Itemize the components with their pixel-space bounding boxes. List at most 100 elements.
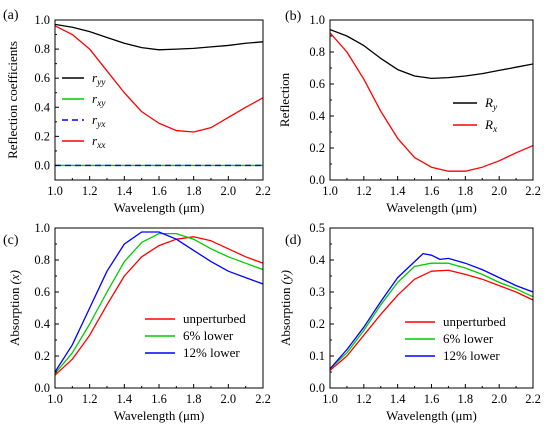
plot-frame — [329, 227, 534, 389]
x-tick-label: 1.2 — [356, 392, 372, 406]
panel-2: 1.0 1.2 1.4 1.6 1.8 2.0 2.2 0.0 0.2 0.4 0.6 0.8 1.0 W… — [277, 9, 541, 215]
x-tick-label: 1.6 — [424, 184, 440, 198]
legend: Ry Rx — [453, 95, 498, 135]
x-axis-label: Wavelength (μm) — [114, 408, 205, 423]
plot-frame — [54, 227, 264, 389]
legend: unperturbed 6% lower 12% lower — [145, 311, 246, 360]
legend-label: ryy — [92, 70, 106, 88]
x-tick-label: 1.8 — [458, 184, 474, 198]
x-tick-label: 1.2 — [82, 184, 98, 198]
y-axis-label-variable: (x) — [7, 270, 22, 284]
y-axis-label: Reflection coefficients — [5, 41, 20, 159]
y-tick-label: 1.0 — [309, 13, 325, 27]
series-line-3 — [55, 25, 263, 133]
legend-label: 12% lower — [183, 345, 240, 360]
x-tick-label: 1.0 — [322, 184, 338, 198]
x-tick-label: 2.2 — [255, 184, 271, 198]
series-line-0 — [330, 28, 533, 80]
y-tick-label: 0.8 — [34, 253, 50, 267]
y-axis-label: Absorption (y) — [278, 270, 293, 346]
x-axis-label: Wavelength (μm) — [386, 408, 477, 423]
x-axis-label: Wavelength (μm) — [114, 200, 205, 215]
legend-label-base: r — [92, 112, 98, 127]
y-tick-label: 1.0 — [34, 221, 50, 235]
legend-label-base: r — [92, 133, 98, 148]
y-tick-label: 0.4 — [34, 317, 50, 331]
x-axis-label: Wavelength (μm) — [386, 200, 477, 215]
legend-label: Rx — [484, 117, 498, 135]
x-tick-label: 1.0 — [322, 392, 338, 406]
plot-frame — [54, 19, 264, 181]
legend-label-subscript: xx — [96, 141, 106, 151]
y-tick-label: 0.3 — [309, 285, 325, 299]
panel-label: (b) — [285, 9, 302, 24]
x-tick-label: 1.6 — [424, 392, 440, 406]
x-tick-label: 1.4 — [117, 392, 133, 406]
legend-label: rxx — [92, 133, 106, 151]
y-tick-label: 0.4 — [309, 253, 325, 267]
panel-4: 1.0 1.2 1.4 1.6 1.8 2.0 2.2 0.0 0.1 0.2 0.3 0.4 0.5 W… — [278, 221, 541, 423]
legend-label: unperturbed — [183, 311, 246, 326]
panel-label: (a) — [3, 8, 19, 23]
series-line-1 — [330, 32, 533, 172]
legend-label: 12% lower — [443, 348, 500, 363]
series-line-1 — [330, 262, 533, 370]
y-tick-label: 0.2 — [309, 141, 325, 155]
y-tick-label: 0.8 — [34, 42, 50, 56]
y-axis-label-variable: (y) — [278, 270, 293, 284]
y-tick-label: 0.6 — [309, 77, 325, 91]
y-axis-label: Absorption (x) — [7, 270, 22, 346]
series-line-0 — [330, 269, 533, 371]
legend-label-base: R — [484, 95, 493, 110]
y-axis-label: Reflection — [277, 72, 292, 127]
y-tick-label: 0.5 — [309, 221, 325, 235]
legend-label-subscript: y — [492, 103, 498, 113]
x-tick-label: 1.2 — [82, 392, 98, 406]
legend-label-subscript: xy — [96, 99, 106, 109]
y-tick-label: 0.1 — [309, 349, 325, 363]
legend-label: unperturbed — [443, 314, 506, 329]
legend-label-base: R — [484, 117, 493, 132]
legend-label: ryx — [92, 112, 106, 130]
x-tick-label: 1.8 — [458, 392, 474, 406]
x-tick-label: 1.0 — [47, 184, 63, 198]
x-tick-label: 2.0 — [221, 184, 237, 198]
y-tick-label: 0.6 — [34, 285, 50, 299]
series-line-0 — [55, 23, 263, 51]
panel-3: 1.0 1.2 1.4 1.6 1.8 2.0 2.2 0.0 0.2 0.4 0.6 0.8 1.0 W… — [3, 221, 271, 423]
x-tick-label: 2.0 — [491, 392, 507, 406]
y-axis-label-text: Reflection coefficients — [5, 41, 20, 159]
y-tick-label: 0.2 — [309, 317, 325, 331]
x-tick-label: 1.0 — [47, 392, 63, 406]
y-axis-label-text: Absorption — [7, 287, 22, 346]
x-tick-label: 2.2 — [525, 392, 541, 406]
x-tick-label: 1.4 — [390, 392, 406, 406]
legend-label-base: r — [92, 70, 98, 85]
x-tick-label: 2.2 — [525, 184, 541, 198]
y-tick-label: 0.0 — [309, 173, 325, 187]
y-tick-label: 0.4 — [309, 109, 325, 123]
legend-label: 6% lower — [183, 328, 234, 343]
x-tick-label: 1.4 — [117, 184, 133, 198]
series-line-2 — [55, 231, 263, 373]
x-tick-label: 1.6 — [151, 392, 167, 406]
panel-1: 1.0 1.2 1.4 1.6 1.8 2.0 2.2 0.0 0.2 0.4 0.6 0.8 1.0 W… — [3, 8, 271, 215]
y-tick-label: 0.0 — [34, 381, 50, 395]
x-tick-label: 2.0 — [221, 392, 237, 406]
panel-label: (d) — [285, 233, 302, 248]
y-tick-label: 0.2 — [34, 349, 50, 363]
y-tick-label: 0.0 — [309, 381, 325, 395]
y-tick-label: 0.0 — [34, 158, 50, 172]
x-tick-label: 1.2 — [356, 184, 372, 198]
y-tick-label: 0.4 — [34, 100, 50, 114]
y-tick-label: 0.6 — [34, 71, 50, 85]
x-tick-label: 1.8 — [186, 184, 202, 198]
x-tick-label: 2.0 — [491, 184, 507, 198]
y-tick-label: 0.8 — [309, 45, 325, 59]
x-tick-label: 2.2 — [255, 392, 271, 406]
legend-label: rxy — [92, 91, 106, 109]
series-line-1 — [55, 232, 263, 375]
y-axis-label-text: Absorption — [278, 287, 293, 346]
